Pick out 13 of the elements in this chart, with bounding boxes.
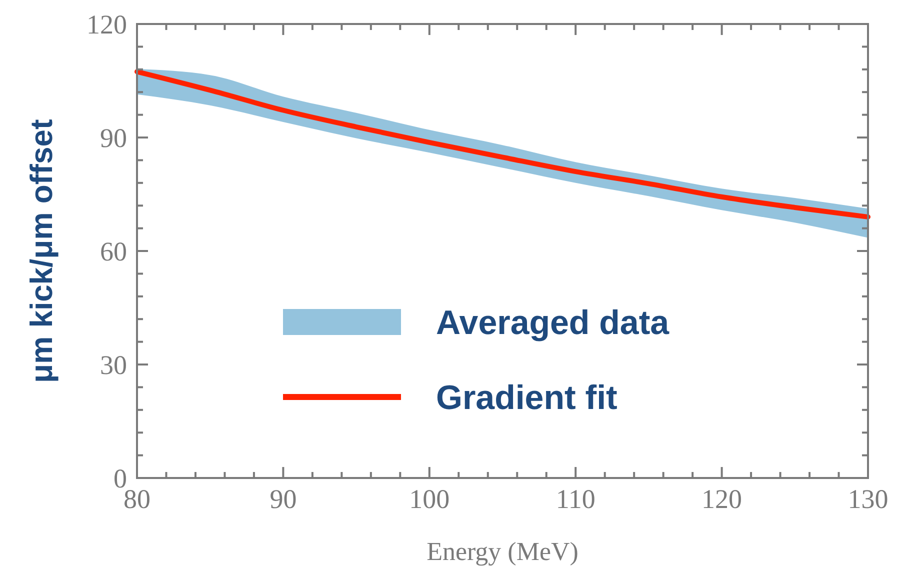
y-tick-label: 60	[100, 236, 127, 266]
x-axis-title: Energy (MeV)	[426, 537, 578, 566]
x-tick-label: 110	[556, 484, 596, 514]
y-axis-title: μm kick/μm offset	[24, 119, 59, 383]
x-tick-label: 130	[848, 484, 888, 514]
legend-label: Gradient fit	[436, 378, 618, 417]
legend-label: Averaged data	[436, 304, 670, 342]
x-tick-label: 120	[702, 484, 742, 514]
y-tick-label: 30	[100, 350, 127, 380]
y-tick-label: 120	[86, 9, 127, 40]
x-tick-label: 100	[409, 484, 450, 514]
x-tick-label: 90	[270, 484, 297, 514]
y-tick-label: 90	[100, 122, 127, 153]
